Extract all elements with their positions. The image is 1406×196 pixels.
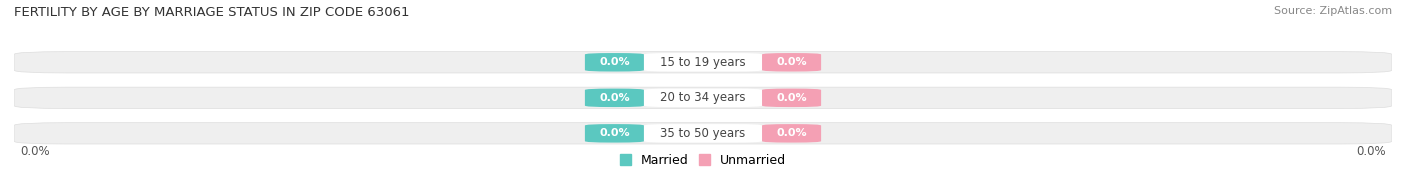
- Text: 0.0%: 0.0%: [776, 128, 807, 138]
- Text: 0.0%: 0.0%: [21, 145, 51, 158]
- Text: 0.0%: 0.0%: [599, 93, 630, 103]
- Text: 20 to 34 years: 20 to 34 years: [661, 91, 745, 104]
- FancyBboxPatch shape: [585, 53, 644, 72]
- Text: 15 to 19 years: 15 to 19 years: [661, 56, 745, 69]
- Text: 35 to 50 years: 35 to 50 years: [661, 127, 745, 140]
- Text: Source: ZipAtlas.com: Source: ZipAtlas.com: [1274, 6, 1392, 16]
- Text: 0.0%: 0.0%: [599, 57, 630, 67]
- FancyBboxPatch shape: [585, 89, 644, 107]
- Text: 0.0%: 0.0%: [1355, 145, 1385, 158]
- FancyBboxPatch shape: [644, 53, 762, 72]
- FancyBboxPatch shape: [585, 124, 644, 142]
- Text: 0.0%: 0.0%: [776, 57, 807, 67]
- FancyBboxPatch shape: [14, 87, 1392, 108]
- Text: 0.0%: 0.0%: [599, 128, 630, 138]
- Text: FERTILITY BY AGE BY MARRIAGE STATUS IN ZIP CODE 63061: FERTILITY BY AGE BY MARRIAGE STATUS IN Z…: [14, 6, 409, 19]
- Legend: Married, Unmarried: Married, Unmarried: [614, 149, 792, 172]
- FancyBboxPatch shape: [14, 123, 1392, 144]
- FancyBboxPatch shape: [14, 52, 1392, 73]
- FancyBboxPatch shape: [644, 124, 762, 142]
- FancyBboxPatch shape: [644, 89, 762, 107]
- Text: 0.0%: 0.0%: [776, 93, 807, 103]
- FancyBboxPatch shape: [762, 53, 821, 72]
- FancyBboxPatch shape: [762, 89, 821, 107]
- FancyBboxPatch shape: [762, 124, 821, 142]
